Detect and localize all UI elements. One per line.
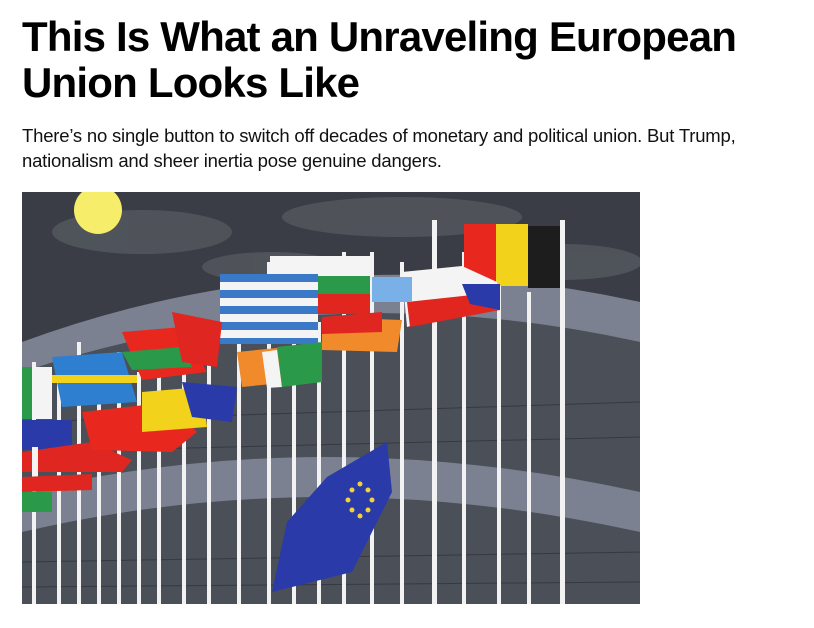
flag-sweden	[52, 352, 137, 407]
flag-belgium	[464, 224, 560, 288]
flag-greece	[220, 274, 318, 344]
flag-eu	[272, 442, 392, 592]
moon	[74, 192, 122, 234]
article-headline: This Is What an Unraveling European Unio…	[22, 13, 737, 106]
article-dek: There’s no single button to switch off d…	[22, 125, 736, 171]
flag-czechia	[402, 266, 500, 327]
article-illustration	[22, 192, 640, 604]
